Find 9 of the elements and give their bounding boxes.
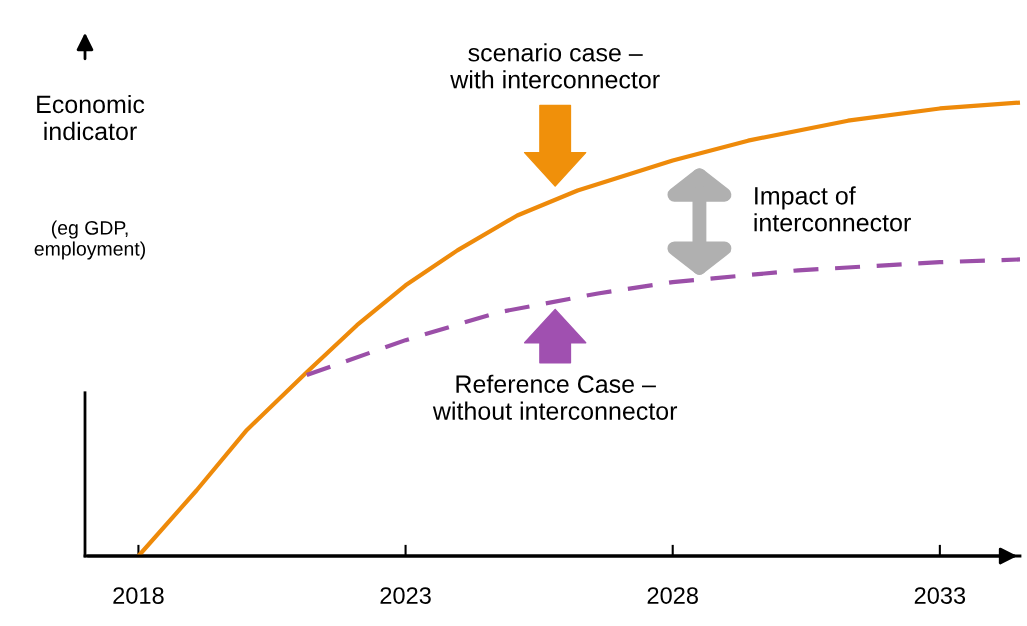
annotation: Reference Case – without interconnector [432,374,678,420]
annotation: Impact of interconnector [754,186,911,232]
y-axis-title: Economic indicator [37,94,145,141]
x-tick-label: 2033 [914,587,966,604]
annotation: (eg GDP, employment) [34,220,145,260]
x-tick-label: 2018 [113,587,164,604]
x-tick-label: 2028 [647,587,698,604]
text: scenario case – with interconnector [450,43,660,89]
x-tick-label: 2023 [380,587,431,604]
